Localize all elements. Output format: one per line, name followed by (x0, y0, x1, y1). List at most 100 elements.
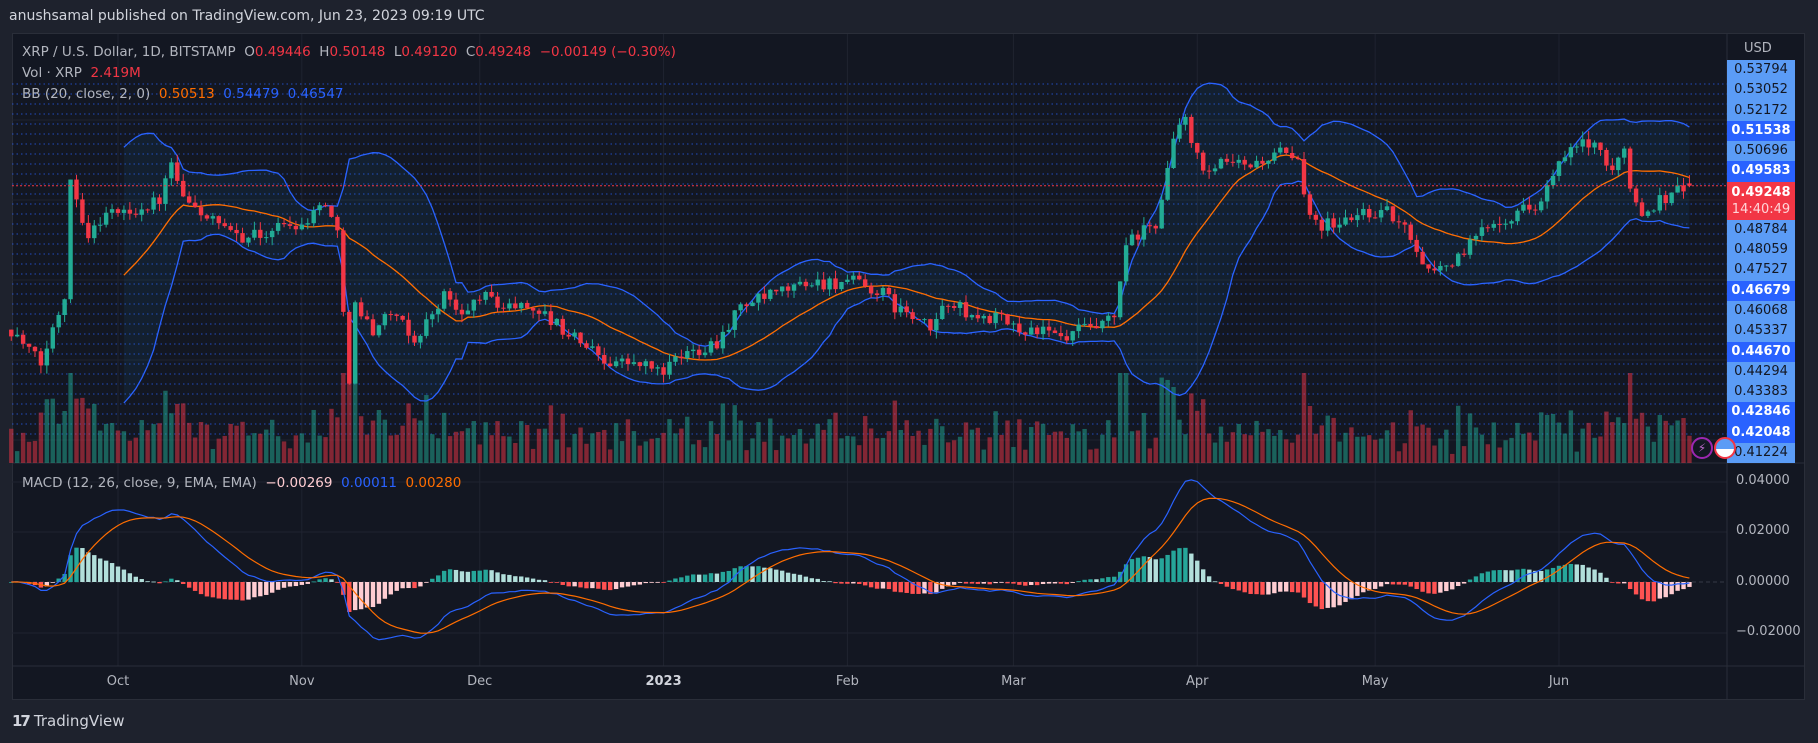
macd-histogram-bar (513, 576, 518, 582)
lightning-icon[interactable]: ⚡ (1691, 437, 1713, 459)
macd-legend[interactable]: MACD (12, 26, close, 9, EMA, EMA) −0.002… (22, 475, 461, 491)
candle-body (1604, 149, 1609, 166)
price-level-label[interactable]: 0.53794 (1727, 60, 1795, 81)
volume-bar (1052, 431, 1058, 463)
candle-body (347, 311, 352, 384)
volume-bar (26, 441, 32, 463)
volume-bar (275, 436, 281, 463)
volume-bar (519, 421, 524, 463)
macd-histogram-bar (519, 576, 524, 582)
macd-histogram-bar (1586, 567, 1591, 582)
macd-histogram-bar (1515, 569, 1520, 582)
macd-histogram-bar (1325, 582, 1330, 608)
price-level-label[interactable]: 0.48784 (1727, 219, 1795, 241)
volume-bar (86, 408, 91, 463)
time-axis-label: Apr (1186, 674, 1209, 689)
candle-body (898, 306, 903, 313)
macd-histogram-bar (358, 582, 364, 610)
volume-bar (1473, 427, 1479, 463)
macd-hist-value: −0.00269 (265, 475, 333, 491)
candle-body (489, 291, 494, 297)
volume-bar (115, 430, 121, 463)
candle-body (228, 226, 233, 230)
volume-bar (1651, 441, 1657, 463)
volume-bar (483, 422, 488, 463)
volume-bar (1533, 440, 1538, 463)
macd-histogram-bar (252, 582, 257, 598)
price-level-label[interactable]: 0.42048 (1727, 422, 1795, 444)
volume-bar (317, 435, 322, 463)
candle-body (679, 356, 684, 359)
bb-legend[interactable]: BB (20, close, 2, 0) 0.50513 0.54479 0.4… (22, 86, 344, 102)
price-level-label[interactable]: 0.44670 (1727, 341, 1795, 362)
volume-bar (1260, 431, 1265, 463)
macd-histogram-bar (210, 582, 216, 598)
volume-bar (92, 403, 97, 463)
candle-body (821, 279, 826, 290)
candle-body (744, 304, 749, 307)
macd-histogram-bar (1070, 582, 1075, 583)
price-level-label[interactable]: 0.52172 (1727, 100, 1795, 121)
price-axis-labels[interactable]: 0.53794 0.53052 0.52172 0.51538 0.50696 0.495… (1727, 60, 1795, 464)
candle-body (1301, 159, 1307, 195)
macd-histogram-bar (1177, 548, 1182, 582)
macd-histogram-bar (222, 582, 227, 600)
volume-legend[interactable]: Vol · XRP 2.419M (22, 65, 141, 81)
volume-bar (1129, 431, 1135, 463)
macd-histogram-bar (109, 563, 115, 582)
volume-bar (1094, 448, 1099, 463)
macd-histogram-bar (441, 570, 447, 582)
price-level-label[interactable]: 0.53052 (1727, 80, 1795, 101)
symbol-legend[interactable]: XRP / U.S. Dollar, 1D, BITSTAMP O0.49446… (22, 44, 676, 60)
macd-histogram-bar (376, 582, 382, 604)
volume-bar (1070, 424, 1075, 463)
price-level-label[interactable]: 0.51538 (1727, 120, 1795, 142)
macd-histogram-bar (679, 577, 684, 582)
price-level-label[interactable]: 0.48059 (1727, 240, 1795, 261)
candle-body (981, 315, 986, 319)
price-level-label[interactable]: 0.49583 (1727, 161, 1795, 182)
macd-histogram-bar (1159, 558, 1164, 582)
candle-body (892, 294, 898, 313)
volume-bar (198, 421, 204, 463)
price-level-label[interactable]: 0.47527 (1727, 260, 1795, 281)
candle-body (1159, 199, 1164, 229)
candle-body (1432, 268, 1437, 271)
volume-bar (566, 447, 571, 463)
candle-body (50, 327, 55, 349)
candle-body (762, 293, 767, 299)
candle-body (86, 222, 91, 239)
macd-histogram-bar (1556, 565, 1562, 582)
candle-body (14, 334, 20, 337)
macd-histogram-bar (459, 571, 465, 582)
macd-histogram-bar (311, 581, 316, 583)
volume-bar (1497, 447, 1502, 463)
macd-histogram-bar (1432, 582, 1437, 594)
price-level-label[interactable]: 0.42846 (1727, 402, 1795, 423)
price-level-label[interactable]: 0.44294 (1727, 361, 1795, 383)
current-price-label[interactable]: 0.49248 14:40:49 (1727, 181, 1795, 220)
volume-bar (222, 435, 227, 463)
volume-bar (987, 437, 992, 463)
candle-body (519, 302, 524, 309)
bb-upper-value: 0.54479 (223, 86, 280, 102)
volume-bar (1272, 435, 1277, 463)
price-level-label[interactable]: 0.41224 (1727, 443, 1795, 464)
candle-body (1082, 323, 1087, 325)
price-level-label[interactable]: 0.46068 (1727, 300, 1795, 322)
candle-body (714, 341, 720, 349)
price-level-label[interactable]: 0.43383 (1727, 382, 1795, 403)
price-level-label[interactable]: 0.45337 (1727, 321, 1795, 342)
volume-bar (287, 448, 293, 463)
price-level-label[interactable]: 0.46679 (1727, 280, 1795, 301)
candle-body (370, 319, 376, 336)
volume-bar (1438, 438, 1443, 463)
us-flag-icon[interactable] (1714, 437, 1736, 459)
volume-bar (501, 436, 506, 463)
time-axis-label: Feb (835, 674, 859, 689)
candle-body (702, 352, 708, 356)
price-level-label[interactable]: 0.50696 (1727, 141, 1795, 162)
macd-histogram-bar (602, 582, 607, 590)
volume-bar (139, 420, 144, 463)
